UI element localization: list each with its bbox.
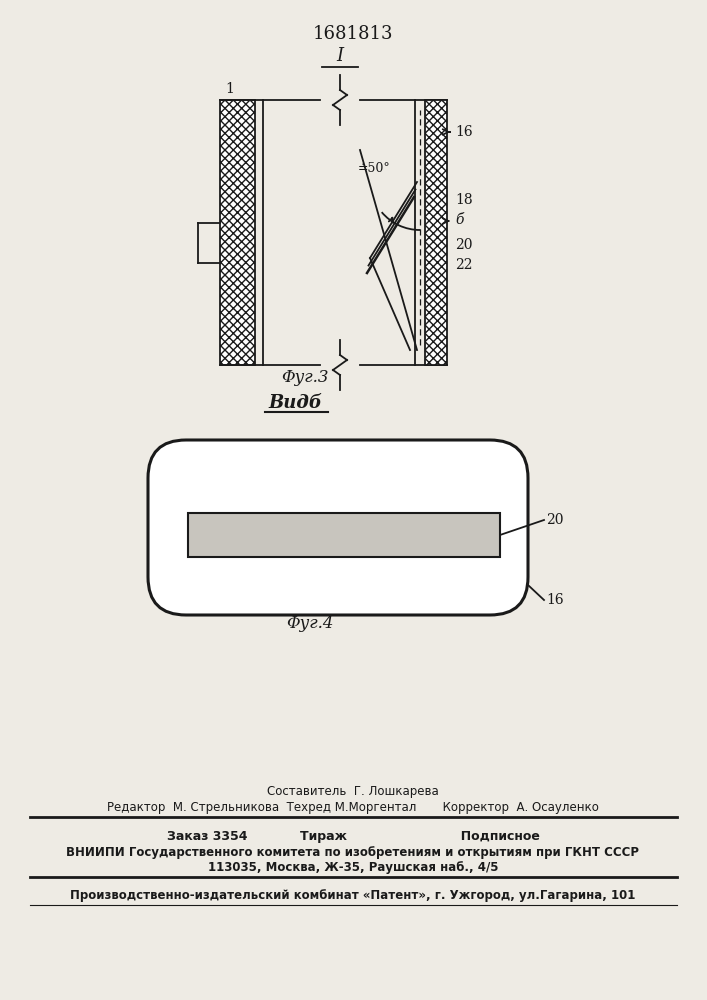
Text: 18: 18 (455, 193, 472, 207)
Bar (188, 513, 500, 557)
Text: 16: 16 (455, 125, 472, 139)
Text: Φуг.3: Φуг.3 (281, 369, 329, 386)
Text: Заказ 3354            Тираж                          Подписное: Заказ 3354 Тираж Подписное (167, 830, 539, 843)
Text: ВНИИПИ Государственного комитета по изобретениям и открытиям при ГКНТ СССР: ВНИИПИ Государственного комитета по изоб… (66, 846, 640, 859)
Text: Производственно-издательский комбинат «Патент», г. Ужгород, ул.Гагарина, 101: Производственно-издательский комбинат «П… (70, 889, 636, 902)
Text: Составитель  Г. Лошкарева: Составитель Г. Лошкарева (267, 785, 439, 798)
Bar (220, 100, 255, 365)
Text: 113035, Москва, Ж-35, Раушская наб., 4/5: 113035, Москва, Ж-35, Раушская наб., 4/5 (208, 861, 498, 874)
Text: ≐50°: ≐50° (358, 162, 391, 175)
Text: Редактор  М. Стрельникова  Техред М.Моргентал       Корректор  А. Осауленко: Редактор М. Стрельникова Техред М.Морген… (107, 801, 599, 814)
FancyBboxPatch shape (148, 440, 528, 615)
Text: 1681813: 1681813 (312, 25, 393, 43)
Text: Φуг.4: Φуг.4 (286, 615, 334, 632)
Text: б: б (455, 213, 464, 227)
Text: 20: 20 (546, 513, 563, 527)
Text: Видб: Видб (268, 394, 322, 412)
Bar (425, 100, 447, 365)
Text: I: I (337, 47, 344, 65)
Text: 16: 16 (546, 593, 563, 607)
Text: 1: 1 (225, 82, 234, 96)
Text: 20: 20 (455, 238, 472, 252)
Text: 22: 22 (455, 258, 472, 272)
